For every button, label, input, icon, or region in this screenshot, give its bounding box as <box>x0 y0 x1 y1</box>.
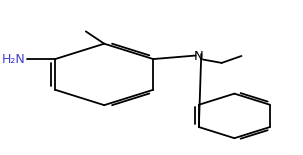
Text: N: N <box>194 50 204 63</box>
Text: H₂N: H₂N <box>2 53 25 66</box>
